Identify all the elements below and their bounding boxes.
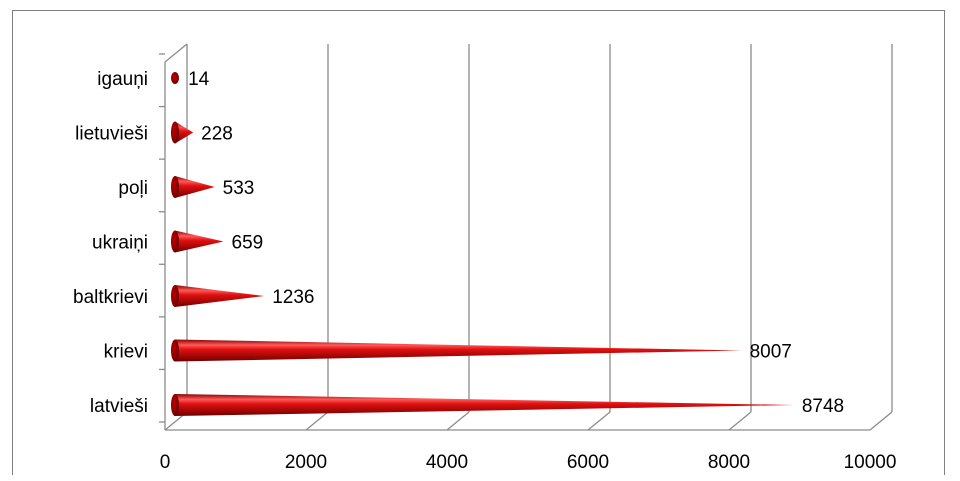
- category-label-krievi: krievi: [104, 342, 148, 363]
- category-label-igauņi: igauņi: [97, 69, 148, 90]
- bar-base-baltkrievi: [171, 285, 179, 307]
- x-tick-label-2000: 2000: [285, 452, 327, 473]
- x-tick-label-6000: 6000: [567, 452, 609, 473]
- data-label-igauņi: 14: [188, 69, 210, 90]
- data-label-krievi: 8007: [750, 342, 792, 363]
- x-tick-label-0: 0: [160, 452, 171, 473]
- bar-base-latvieši: [171, 394, 179, 416]
- data-label-baltkrievi: 1236: [272, 287, 314, 308]
- floor-gridline-8000: [728, 411, 752, 431]
- category-label-lietuvieši: lietuvieši: [75, 124, 148, 145]
- category-label-poļi: poļi: [118, 178, 148, 199]
- floor-gridline-4000: [446, 411, 470, 431]
- bar-base-ukraiņi: [171, 230, 179, 253]
- floor-gridline-10000: [869, 411, 893, 431]
- data-label-poļi: 533: [223, 178, 255, 199]
- bar-latvieši: [175, 394, 794, 416]
- category-label-latvieši: latvieši: [90, 396, 148, 417]
- labels-layer: 0 2000 4000 6000 8000 10000 igauņi 14 lietuvieši…: [73, 69, 896, 473]
- x-tick-label-10000: 10000: [844, 452, 897, 473]
- bar-poļi: [175, 176, 215, 198]
- floor-gridline-2000: [305, 411, 329, 431]
- y-axis-wall: [164, 43, 188, 430]
- category-label-baltkrievi: baltkrievi: [73, 287, 148, 308]
- bar-baltkrievi: [175, 285, 265, 307]
- bar-ukraiņi: [175, 230, 224, 253]
- bar-krievi: [175, 339, 742, 362]
- axis-layer: [159, 43, 870, 431]
- floor-gridline-6000: [587, 411, 611, 431]
- grid-layer: [164, 44, 893, 431]
- bar-base-poļi: [171, 176, 179, 198]
- bar-base-igauņi: [171, 72, 179, 84]
- x-tick-label-4000: 4000: [426, 452, 468, 473]
- data-label-latvieši: 8748: [802, 396, 844, 417]
- bar-base-krievi: [171, 339, 179, 362]
- data-label-ukraiņi: 659: [232, 233, 264, 254]
- bar-lietuvieši: [175, 121, 194, 144]
- x-tick-label-8000: 8000: [708, 452, 750, 473]
- data-label-lietuvieši: 228: [201, 124, 233, 145]
- category-label-ukraiņi: ukraiņi: [92, 233, 148, 254]
- bar-base-lietuvieši: [171, 121, 179, 144]
- chart-frame: [12, 10, 945, 475]
- bars-layer: [171, 72, 794, 416]
